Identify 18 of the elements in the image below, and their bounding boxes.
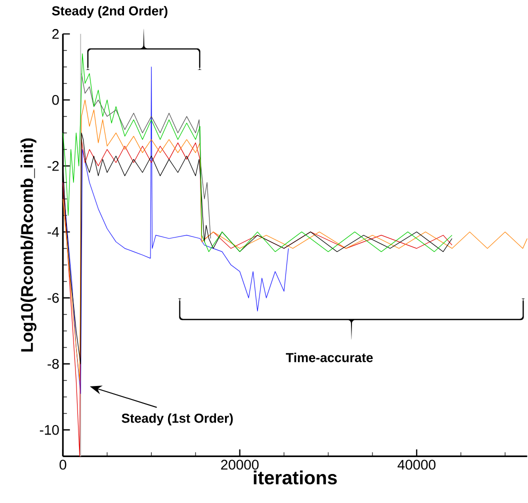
line-series [62,53,452,252]
y-tick-label: -6 [48,292,59,303]
text: Steady (2nd Order) [52,6,168,18]
y-tick-label: 0 [52,94,59,105]
x-tick-label: 20000 [221,460,259,470]
x-axis-title: iterations [254,470,337,484]
x-tick-label: 40000 [398,460,436,470]
y-tick-label: -4 [48,227,59,237]
y-axis-title: Log10(Rcomb/Rcomb_init) [20,138,36,352]
y-tick-label: 2 [52,28,59,39]
line-series [62,100,528,381]
x-tick-label: 0 [60,460,66,470]
annotation: Steady (1st Order) [122,413,233,426]
line-series [81,73,211,239]
y-tick-label: -8 [48,358,59,369]
annotation: Time-accurate [286,352,373,362]
y-tick-label: -2 [48,160,59,171]
y-tick-label: -10 [40,424,59,435]
